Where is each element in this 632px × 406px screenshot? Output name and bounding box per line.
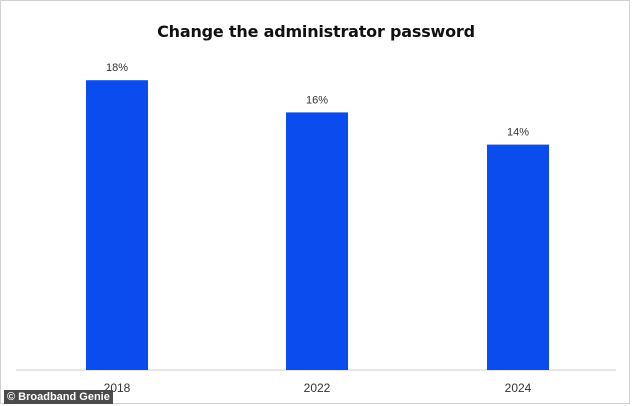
x-tick-label-2024: 2024: [505, 381, 532, 395]
bar-2022: [286, 112, 348, 371]
bar-2018: [86, 80, 148, 370]
data-label-2018: 18%: [106, 62, 128, 74]
bar-2024: [487, 144, 549, 370]
x-tick-label-2022: 2022: [304, 381, 331, 395]
data-label-2022: 16%: [306, 94, 328, 106]
chart-title: Change the administrator password: [157, 22, 475, 41]
watermark: © Broadband Genie: [4, 390, 113, 404]
data-label-2024: 14%: [507, 127, 529, 139]
